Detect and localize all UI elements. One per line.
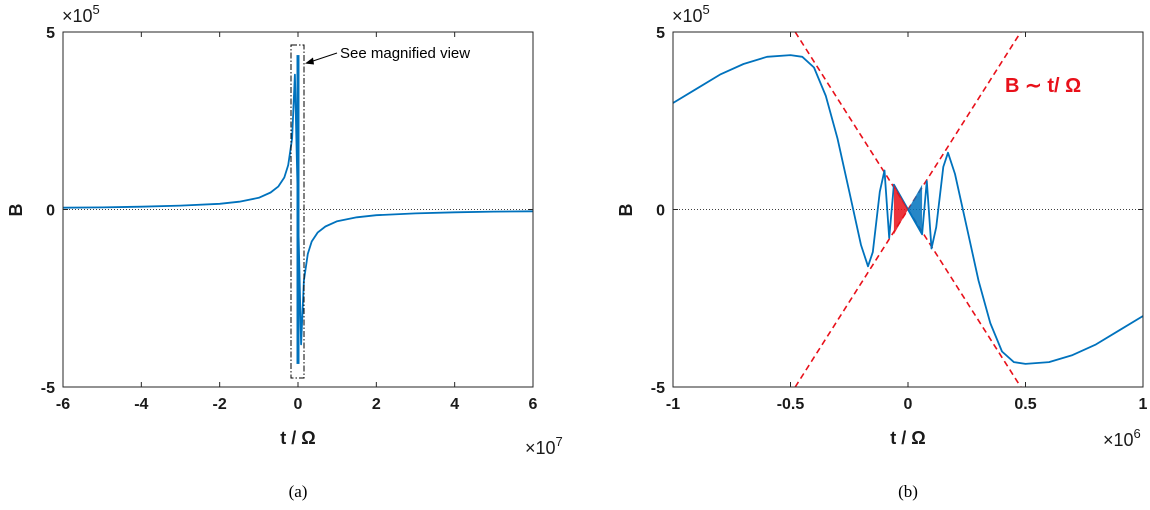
x-exponent-power-a: 7	[556, 434, 563, 449]
y-ticks-a: -5 0 5	[41, 25, 533, 397]
x-tick-label-b: 1	[1139, 396, 1148, 413]
x-exponent-power-b: 6	[1134, 426, 1141, 441]
y-exponent-a: ×105	[62, 2, 100, 26]
x-exponent-b: ×106	[1103, 426, 1141, 450]
y-tick-label-b: 5	[656, 25, 665, 42]
x-tick-label-a: 2	[372, 396, 381, 413]
y-tick-label-a: -5	[41, 380, 55, 397]
x-tick-label-a: -4	[134, 396, 148, 413]
x-tick-label-b: 0	[904, 396, 913, 413]
y-exponent-base-b: ×10	[672, 6, 703, 26]
caption-b: (b)	[898, 482, 918, 501]
x-axis-label-b: t / Ω	[890, 428, 925, 448]
y-exponent-power-a: 5	[93, 2, 100, 17]
x-tick-label-a: 0	[294, 396, 303, 413]
annotation-arrow-head	[305, 57, 314, 65]
asymptote-label: B ∼ t/ Ω	[1005, 75, 1081, 97]
annotation-arrow-line	[309, 52, 338, 63]
plot-a-marks	[62, 55, 534, 364]
x-tick-label-a: -2	[213, 396, 227, 413]
y-tick-label-b: -5	[651, 380, 665, 397]
x-tick-label-b: -0.5	[777, 396, 805, 413]
y-axis-label-a: B	[6, 204, 26, 217]
y-ticks-b: -5 0 5	[651, 25, 1143, 397]
oscillation-band-left-b	[893, 184, 908, 235]
x-tick-label-a: -6	[56, 396, 70, 413]
y-tick-label-a: 5	[46, 25, 55, 42]
magnified-view-box	[290, 44, 305, 379]
x-exponent-base-a: ×10	[525, 438, 556, 458]
x-tick-label-b: 0.5	[1014, 396, 1036, 413]
y-exponent-b: ×105	[672, 2, 710, 26]
y-tick-label-a: 0	[46, 203, 55, 220]
x-axis-label-a: t / Ω	[280, 428, 315, 448]
panel-a: -6 -4 -2 0 2 4 6 -505 t / Ω B ×107 ×105 See ma…	[6, 2, 563, 501]
plot-b-marks	[672, 31, 1144, 388]
x-tick-label-a: 4	[450, 396, 459, 413]
x-tick-label-b: -1	[666, 396, 680, 413]
panel-b: -1 -0.5 0 0.5 1 -505 t / Ω B ×106 ×105 B ∼ t…	[616, 2, 1148, 501]
annotation-see-magnified: See magnified view	[340, 45, 470, 62]
y-axis-label-b: B	[616, 204, 636, 217]
caption-a: (a)	[289, 482, 308, 501]
y-tick-label-b: 0	[656, 203, 665, 220]
oscillation-band-a	[296, 55, 300, 364]
x-ticks-a: -6 -4 -2 0 2 4 6	[56, 32, 538, 413]
y-exponent-power-b: 5	[703, 2, 710, 17]
x-ticks-b: -1 -0.5 0 0.5 1	[666, 32, 1148, 413]
x-tick-label-a: 6	[529, 396, 538, 413]
oscillation-band-right-b	[908, 184, 923, 235]
y-exponent-base-a: ×10	[62, 6, 93, 26]
x-exponent-a: ×107	[525, 434, 563, 458]
x-exponent-base-b: ×10	[1103, 430, 1134, 450]
